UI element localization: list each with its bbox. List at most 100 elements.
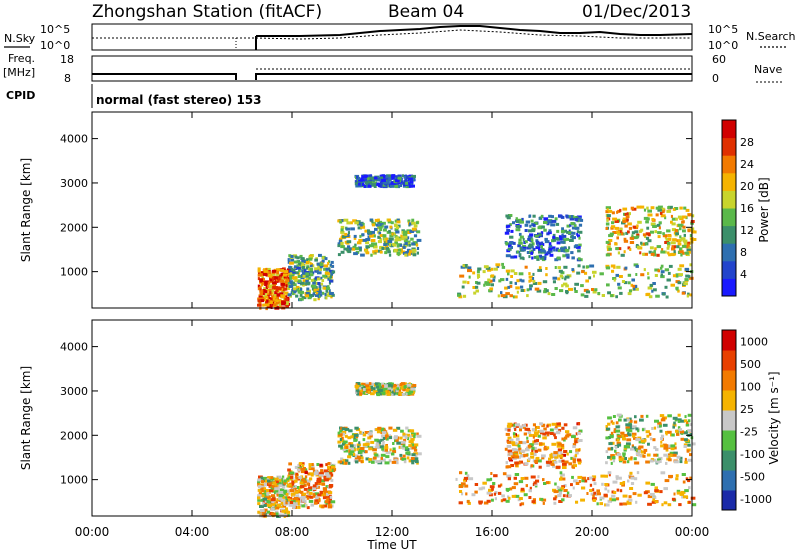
echo-cell <box>402 444 406 448</box>
echo-cell <box>383 175 386 179</box>
echo-cell <box>477 267 482 271</box>
echo-cell <box>307 296 312 300</box>
echo-cell <box>312 467 315 471</box>
echo-cell <box>408 252 411 256</box>
echo-cell <box>526 440 529 444</box>
echo-cell <box>552 235 556 239</box>
echo-cell <box>353 448 357 452</box>
echo-cell <box>367 174 373 178</box>
echo-cell <box>276 273 281 277</box>
echo-cell <box>272 276 277 280</box>
echo-cell <box>385 451 390 455</box>
echo-cell <box>349 247 354 251</box>
echo-cell <box>629 241 635 244</box>
echo-cell <box>509 438 514 442</box>
echo-cell <box>329 484 334 487</box>
echo-cell <box>570 251 574 255</box>
echo-cell <box>273 484 277 488</box>
echo-cell <box>279 292 284 296</box>
echo-cell <box>257 287 261 291</box>
echo-cell <box>612 459 616 463</box>
echo-cell <box>575 432 578 436</box>
echo-cell <box>266 492 269 496</box>
echo-cell <box>620 431 625 435</box>
echo-cell <box>367 432 373 436</box>
echo-cell <box>691 238 697 241</box>
echo-cell <box>314 287 319 291</box>
echo-cell <box>687 292 690 296</box>
echo-cell <box>329 279 334 283</box>
echo-cell <box>369 244 374 248</box>
echo-cell <box>342 448 346 451</box>
echo-cell <box>607 499 612 503</box>
echo-cell <box>519 220 524 224</box>
echo-cell <box>292 287 297 291</box>
echo-cell <box>535 456 540 460</box>
echo-cell <box>510 275 513 278</box>
echo-cell <box>268 284 274 288</box>
echo-cell <box>328 470 333 474</box>
echo-cell <box>592 290 597 294</box>
echo-cell <box>583 479 588 483</box>
echo-cell <box>656 460 660 464</box>
echo-cell <box>630 447 634 451</box>
echo-cell <box>410 387 416 391</box>
echo-cell <box>301 262 305 266</box>
echo-cell <box>257 284 261 288</box>
echo-cell <box>392 182 397 186</box>
echo-cell <box>328 289 331 293</box>
echo-cell <box>606 217 609 220</box>
echo-cell <box>578 480 581 483</box>
echo-cell <box>341 432 346 436</box>
echo-cell <box>278 491 284 494</box>
echo-cell <box>367 235 371 239</box>
echo-cell <box>530 452 534 456</box>
echo-cell <box>631 444 634 448</box>
echo-cell <box>520 489 525 493</box>
echo-cell <box>541 456 545 460</box>
echo-cell <box>646 206 649 210</box>
echo-cell <box>521 441 527 445</box>
echo-cell <box>397 176 402 180</box>
echo-cell <box>619 482 624 485</box>
echo-cell <box>296 502 300 506</box>
echo-cell <box>290 258 295 262</box>
echo-cell <box>525 448 530 452</box>
echo-cell <box>348 429 353 433</box>
echo-cell <box>675 286 679 290</box>
echo-cell <box>312 493 316 497</box>
echo-cell <box>297 468 301 472</box>
echo-cell <box>597 492 601 496</box>
echo-cell <box>668 455 671 459</box>
echo-cell <box>667 251 670 255</box>
echo-cell <box>338 433 343 437</box>
echo-cell <box>412 248 417 252</box>
echo-cell <box>577 422 581 425</box>
echo-cell <box>362 178 366 182</box>
echo-cell <box>496 264 500 268</box>
echo-cell <box>337 244 341 248</box>
echo-cell <box>257 494 262 498</box>
echo-cell <box>612 415 616 418</box>
echo-cell <box>317 262 320 266</box>
echo-cell <box>631 425 637 429</box>
echo-cell <box>523 425 526 429</box>
echo-cell <box>409 446 413 450</box>
colorbar-swatch <box>722 260 736 279</box>
cpid-label: CPID <box>6 89 35 102</box>
echo-cell <box>363 174 368 178</box>
echo-cell <box>325 267 329 271</box>
echo-cell <box>327 462 331 465</box>
echo-cell <box>540 497 544 501</box>
echo-cell <box>281 480 285 484</box>
echo-cell <box>265 273 268 277</box>
echo-cell <box>657 208 662 212</box>
echo-cell <box>388 459 392 463</box>
echo-cell <box>262 303 265 307</box>
echo-cell <box>513 453 519 457</box>
echo-cell <box>274 491 278 495</box>
echo-cell <box>491 267 494 271</box>
echo-cell <box>627 423 633 427</box>
echo-cell <box>577 234 580 238</box>
echo-cell <box>324 478 329 482</box>
